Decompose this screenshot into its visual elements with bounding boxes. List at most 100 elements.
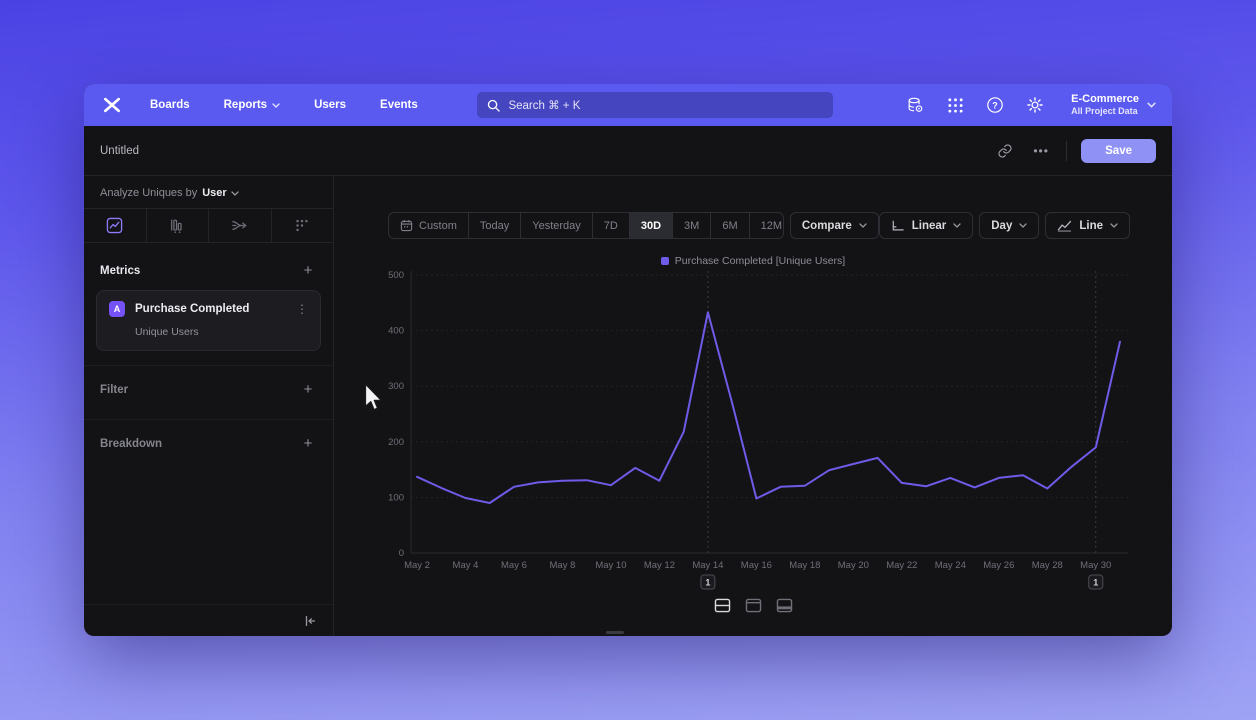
range-today[interactable]: Today — [467, 213, 520, 238]
interval-dropdown[interactable]: Day — [979, 212, 1040, 239]
svg-text:?: ? — [992, 101, 998, 111]
metrics-label: Metrics — [100, 264, 141, 277]
analyze-entity-dropdown[interactable]: User — [202, 187, 239, 199]
search-placeholder: Search ⌘ + K — [508, 100, 581, 112]
svg-text:May 24: May 24 — [935, 560, 966, 571]
settings-gear-icon[interactable] — [1025, 95, 1045, 115]
nav-events[interactable]: Events — [380, 99, 418, 111]
range-12m[interactable]: 12M — [748, 213, 783, 238]
metrics-header: Metrics + — [84, 243, 333, 284]
apps-grid-icon[interactable] — [945, 95, 965, 115]
chart-panel: Custom Today Yesterday 7D 30D 3M 6M 12M … — [334, 176, 1172, 636]
svg-text:May 22: May 22 — [886, 560, 917, 571]
scrollbar-hint[interactable] — [606, 631, 624, 634]
line-chart-icon — [1057, 220, 1072, 232]
app-window: Boards Reports Users Events Search ⌘ + K — [84, 84, 1172, 636]
add-filter-button[interactable]: + — [303, 381, 313, 398]
tab-retention[interactable] — [270, 209, 334, 242]
svg-text:100: 100 — [388, 492, 404, 503]
range-7d[interactable]: 7D — [591, 213, 629, 238]
chevron-down-icon — [1019, 223, 1028, 228]
svg-text:May 12: May 12 — [644, 560, 675, 571]
svg-text:May 30: May 30 — [1080, 560, 1111, 571]
svg-text:May 6: May 6 — [501, 560, 527, 571]
tab-insights[interactable] — [84, 209, 146, 242]
svg-text:200: 200 — [388, 437, 404, 448]
metric-kebab-menu[interactable]: ⋮ — [296, 302, 308, 316]
tab-funnels[interactable] — [145, 209, 209, 242]
analyze-row: Analyze Uniques by User — [84, 176, 333, 208]
compare-dropdown[interactable]: Compare — [789, 212, 879, 239]
svg-text:500: 500 — [388, 270, 404, 281]
add-metric-button[interactable]: + — [303, 262, 313, 279]
axis-scale-icon — [891, 220, 905, 232]
scale-label: Linear — [911, 219, 947, 232]
chart-legend[interactable]: Purchase Completed [Unique Users] — [334, 255, 1172, 267]
calendar-icon — [400, 219, 413, 232]
save-button[interactable]: Save — [1081, 138, 1156, 163]
range-30d[interactable]: 30D — [628, 213, 673, 238]
divider — [1066, 140, 1068, 161]
range-6m[interactable]: 6M — [710, 213, 748, 238]
svg-text:May 18: May 18 — [789, 560, 820, 571]
legend-swatch — [660, 257, 669, 265]
report-titlebar: Untitled ••• Save — [84, 126, 1172, 176]
window-body: Analyze Uniques by User — [84, 176, 1172, 636]
tab-flows[interactable] — [208, 209, 271, 242]
y-axis-labels: 0 100 200 300 400 500 — [388, 270, 404, 559]
svg-text:May 28: May 28 — [1032, 560, 1063, 571]
range-yesterday[interactable]: Yesterday — [520, 213, 592, 238]
svg-text:May 14: May 14 — [692, 560, 723, 571]
svg-text:May 20: May 20 — [838, 560, 869, 571]
chevron-down-icon — [1110, 223, 1118, 228]
project-selector[interactable]: E-Commerce All Project Data — [1071, 93, 1156, 118]
nav-users[interactable]: Users — [314, 99, 347, 111]
layout-bottom-panel-icon[interactable] — [773, 596, 795, 614]
report-title[interactable]: Untitled — [100, 144, 139, 157]
breakdown-label: Breakdown — [100, 437, 162, 450]
chart-type-dropdown[interactable]: Line — [1045, 212, 1130, 239]
copy-link-icon[interactable] — [994, 140, 1016, 162]
nav-reports-label: Reports — [223, 99, 268, 111]
svg-text:400: 400 — [388, 326, 404, 337]
help-icon[interactable]: ? — [985, 95, 1005, 115]
chevron-down-icon — [272, 102, 280, 108]
svg-text:May 2: May 2 — [404, 560, 430, 571]
title-actions: ••• Save — [994, 138, 1156, 163]
metric-card-purchase-completed[interactable]: A Purchase Completed ⋮ Unique Users — [96, 290, 321, 351]
analyze-entity-value: User — [202, 187, 227, 199]
add-breakdown-button[interactable]: + — [303, 435, 313, 452]
interval-label: Day — [991, 219, 1013, 232]
chevron-down-icon — [1147, 102, 1156, 108]
mixpanel-logo-icon[interactable] — [100, 93, 124, 117]
query-sidebar: Analyze Uniques by User — [84, 176, 334, 636]
series-line — [416, 311, 1121, 504]
nav-reports[interactable]: Reports — [224, 99, 280, 111]
metrics-section: Metrics + A Purchase Completed ⋮ Unique … — [84, 243, 333, 366]
collapse-sidebar-icon[interactable] — [303, 614, 317, 628]
range-3m[interactable]: 3M — [672, 213, 710, 238]
more-options-button[interactable]: ••• — [1033, 143, 1049, 158]
search-input[interactable]: Search ⌘ + K — [477, 92, 834, 118]
gridlines — [410, 271, 1128, 554]
analyze-prefix: Analyze Uniques by — [100, 187, 198, 199]
layout-split-rows-icon[interactable] — [711, 596, 733, 614]
chevron-down-icon — [231, 190, 239, 196]
metric-aggregation[interactable]: Unique Users — [135, 326, 199, 338]
chart-type-label: Line — [1079, 219, 1103, 232]
breakdown-header: Breakdown + — [84, 420, 333, 467]
data-management-icon[interactable] — [905, 95, 925, 115]
nav-boards[interactable]: Boards — [150, 99, 190, 111]
scale-dropdown[interactable]: Linear — [878, 212, 974, 239]
compare-label: Compare — [801, 219, 852, 232]
metric-name: Purchase Completed — [135, 303, 250, 315]
layout-toggles — [711, 596, 795, 614]
date-range-group: Custom Today Yesterday 7D 30D 3M 6M 12M — [388, 212, 784, 239]
range-custom[interactable]: Custom — [389, 213, 468, 238]
layout-top-panel-icon[interactable] — [742, 596, 764, 614]
project-scope: All Project Data — [1071, 106, 1138, 117]
sidebar-footer — [84, 604, 333, 636]
chevron-down-icon — [953, 223, 961, 228]
